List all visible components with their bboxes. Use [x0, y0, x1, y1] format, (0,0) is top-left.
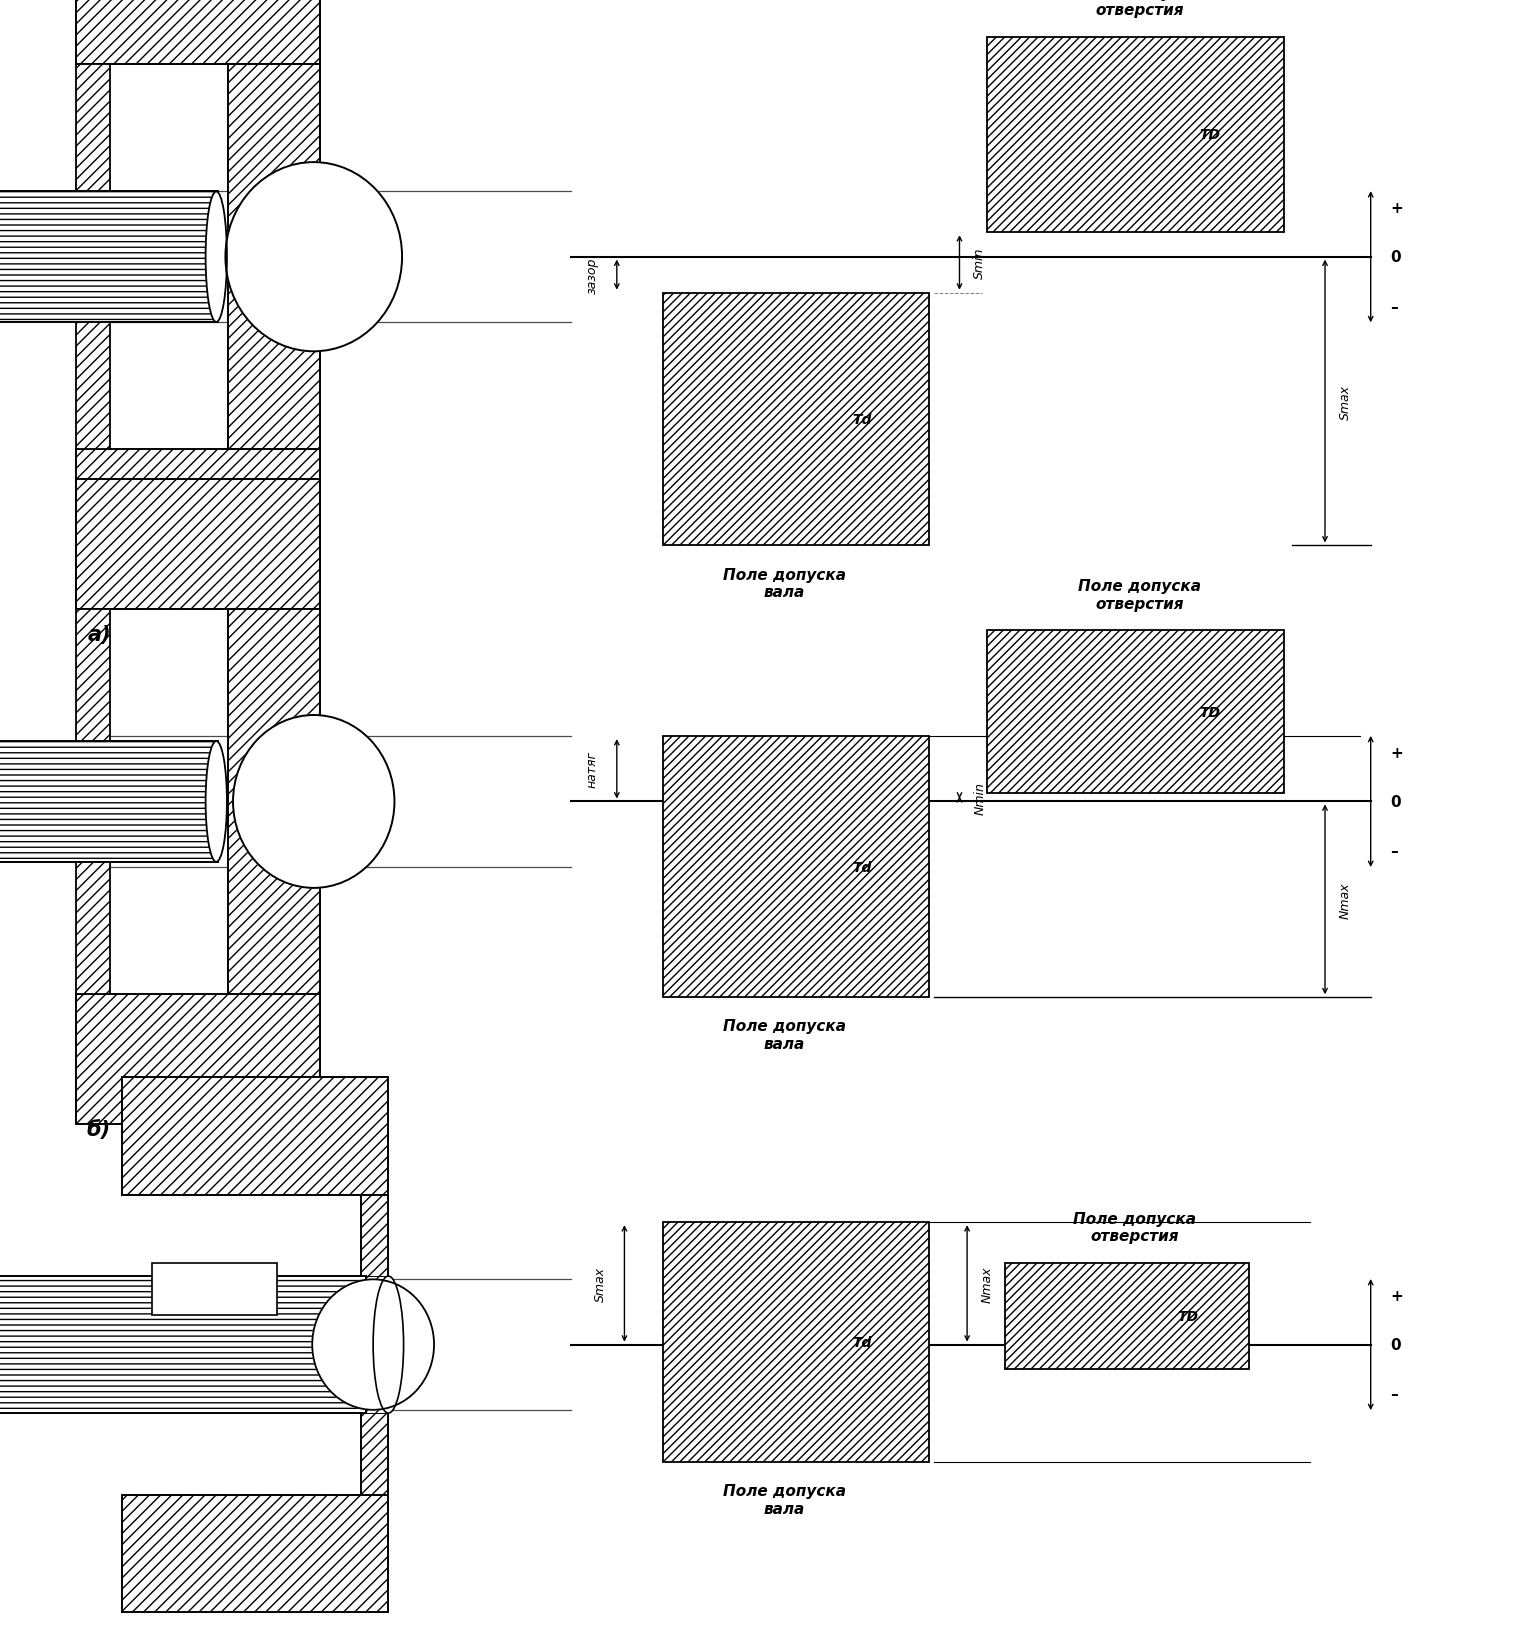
Text: 0: 0 — [1390, 794, 1401, 810]
Text: Поле допуска
вала: Поле допуска вала — [723, 567, 845, 600]
Circle shape — [312, 1280, 434, 1410]
Text: Nmax: Nmax — [981, 1265, 995, 1302]
Bar — [987, 37, 1284, 233]
Text: зазор: зазор — [586, 258, 599, 293]
Ellipse shape — [373, 1276, 404, 1413]
Text: 0: 0 — [1390, 1337, 1401, 1353]
Bar — [76, 479, 320, 610]
Bar — [663, 293, 929, 546]
Text: а): а) — [87, 624, 111, 644]
Text: Nmin: Nmin — [973, 781, 987, 815]
Text: Smin: Smin — [973, 248, 987, 279]
Text: Td: Td — [853, 1335, 873, 1350]
Bar — [76, 610, 110, 994]
Circle shape — [225, 163, 402, 352]
Text: +: + — [1390, 745, 1403, 760]
Bar — [228, 65, 320, 450]
Text: Поле допуска
вала: Поле допуска вала — [723, 1483, 845, 1516]
Circle shape — [233, 716, 394, 888]
Bar — [228, 610, 320, 994]
Text: Td: Td — [853, 412, 873, 427]
Bar — [987, 631, 1284, 794]
Text: +: + — [1390, 1288, 1403, 1302]
Text: Nmax: Nmax — [1339, 882, 1352, 918]
Bar — [663, 737, 929, 998]
Text: Поле допуска
отверстия: Поле допуска отверстия — [1078, 0, 1200, 18]
Text: Smax: Smax — [594, 1267, 606, 1301]
Text: TD: TD — [1199, 706, 1220, 719]
Bar — [152, 1263, 277, 1315]
Bar — [76, 994, 320, 1125]
Ellipse shape — [206, 742, 227, 862]
Text: –: – — [1390, 300, 1398, 315]
Text: б): б) — [87, 1120, 111, 1139]
Bar — [0, 192, 218, 323]
Bar — [0, 742, 218, 862]
Bar — [1005, 1263, 1249, 1369]
Ellipse shape — [206, 192, 227, 323]
Text: –: – — [1390, 1387, 1398, 1402]
Text: 0: 0 — [1390, 249, 1401, 266]
Text: Td: Td — [853, 861, 873, 874]
Text: TD: TD — [1199, 129, 1220, 142]
Bar — [76, 0, 320, 65]
Text: Smax: Smax — [1339, 385, 1352, 419]
Text: TD: TD — [1177, 1309, 1199, 1324]
Bar — [663, 1222, 929, 1462]
Text: Поле допуска
вала: Поле допуска вала — [723, 1019, 845, 1051]
Bar — [0, 1276, 366, 1413]
Bar — [361, 1195, 388, 1495]
Text: натяг: натяг — [586, 751, 599, 787]
Bar — [76, 65, 110, 450]
Bar — [76, 450, 320, 580]
Text: –: – — [1390, 844, 1398, 859]
Text: +: + — [1390, 200, 1403, 215]
Text: Поле допуска
отверстия: Поле допуска отверстия — [1078, 579, 1200, 611]
Bar — [122, 1495, 388, 1612]
Text: Поле допуска
отверстия: Поле допуска отверстия — [1074, 1211, 1196, 1244]
Bar — [122, 1077, 388, 1195]
